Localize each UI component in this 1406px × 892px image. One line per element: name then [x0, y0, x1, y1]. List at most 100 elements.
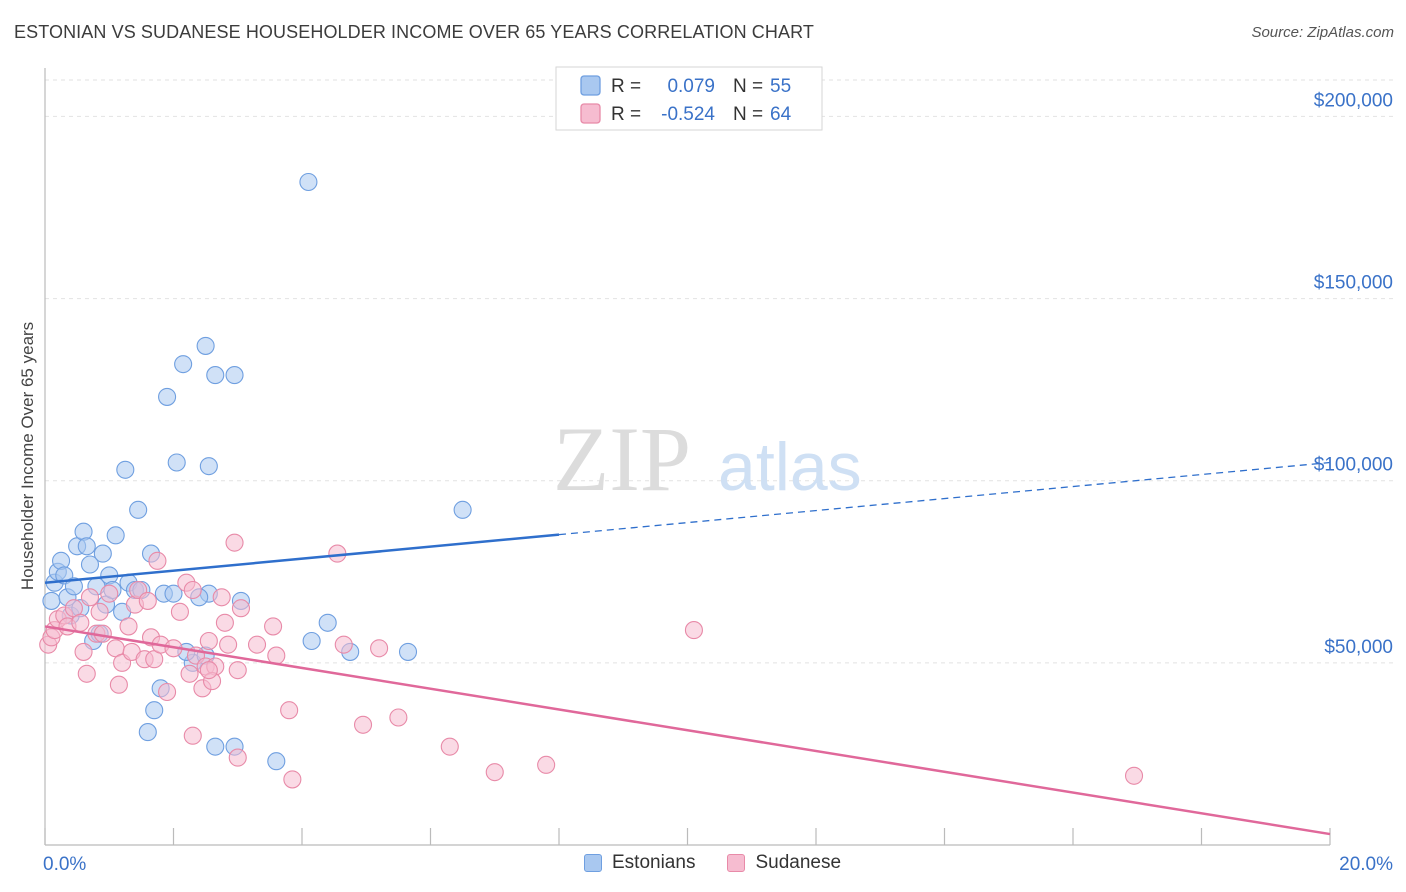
sudanese-point — [370, 639, 389, 658]
y-tick-label: $100,000 — [1314, 455, 1393, 476]
estonians-point — [164, 584, 183, 603]
chart-title: ESTONIAN VS SUDANESE HOUSEHOLDER INCOME … — [14, 22, 814, 42]
sudanese-point — [231, 599, 251, 618]
sudanese-point — [353, 715, 373, 734]
estonians-point — [453, 500, 472, 519]
estonians-point — [174, 355, 193, 374]
grid-lines — [45, 79, 1395, 664]
x-tick-label-max: 20.0% — [1339, 854, 1393, 875]
stats-r-value: -0.524 — [661, 104, 715, 125]
y-tick-label: $150,000 — [1314, 273, 1393, 294]
sudanese-point — [215, 613, 234, 632]
sudanese-point — [158, 682, 177, 702]
sudanese-point — [100, 584, 119, 603]
stats-legend: R = 0.079 N = 55 R = -0.524 N = 64 — [555, 66, 823, 131]
sudanese-point — [109, 675, 128, 694]
estonians-point — [158, 387, 177, 406]
estonians-point — [167, 453, 186, 472]
estonians-point — [42, 591, 61, 610]
stats-r-label: R = — [611, 76, 641, 97]
estonians-point — [64, 577, 83, 596]
sudanese-point — [485, 763, 504, 782]
sudanese-point — [71, 613, 90, 632]
y-axis-label: Householder Income Over 65 years — [18, 322, 37, 590]
estonians-point — [299, 172, 318, 192]
sudanese-point — [389, 708, 408, 727]
watermark-zip: ZIP — [553, 408, 691, 510]
sudanese-point — [119, 617, 138, 636]
sudanese-point — [440, 737, 459, 756]
estonians-point — [77, 537, 96, 556]
sudanese-point — [90, 602, 109, 621]
sudanese-point — [267, 646, 286, 665]
stats-n-label: N = — [733, 104, 763, 125]
sudanese-point — [170, 602, 189, 621]
estonians-point — [267, 752, 286, 771]
estonians-point — [129, 500, 148, 519]
sudanese-point — [199, 631, 218, 651]
estonians-point — [116, 460, 135, 479]
y-tick-labels: $50,000 $100,000 $150,000 $200,000 — [1314, 90, 1393, 657]
estonians-trend-line-projected — [558, 461, 1331, 536]
sudanese-point — [280, 701, 299, 720]
trend-lines — [44, 461, 1331, 836]
sudanese-point — [148, 551, 167, 570]
stats-swatch-sudanese — [580, 103, 601, 124]
stats-n-label: N = — [733, 76, 763, 97]
estonians-point — [106, 526, 125, 545]
estonians-point — [80, 555, 100, 574]
sudanese-point — [80, 588, 100, 607]
sudanese-point — [283, 770, 302, 789]
sudanese-point — [183, 580, 202, 600]
sudanese-point — [138, 591, 157, 610]
estonians-point — [93, 544, 112, 563]
axes — [44, 68, 1331, 846]
y-tick-label: $200,000 — [1314, 90, 1393, 111]
estonians-point — [206, 366, 225, 385]
stats-r-label: R = — [611, 104, 641, 125]
source-label: Source: ZipAtlas.com — [1251, 24, 1394, 41]
estonians-point — [225, 366, 244, 385]
sudanese-point — [180, 664, 199, 683]
watermark: ZIP atlas — [553, 408, 862, 510]
sudanese-point — [219, 635, 238, 654]
sudanese-point — [228, 748, 247, 767]
sudanese-point — [264, 617, 283, 636]
legend-label-estonians: Estonians — [612, 852, 696, 873]
sudanese-point — [225, 533, 244, 552]
sudanese-point — [183, 726, 202, 745]
sudanese-point — [334, 635, 353, 654]
estonians-point — [206, 737, 225, 756]
legend-label-sudanese: Sudanese — [755, 852, 842, 873]
estonians-point — [398, 642, 418, 661]
sudanese-trend-line — [44, 625, 1331, 836]
y-tick-label: $50,000 — [1324, 637, 1393, 658]
stats-r-value: 0.079 — [667, 76, 715, 97]
stats-n-value: 64 — [770, 104, 792, 125]
estonians-point — [318, 613, 337, 632]
estonians-point — [138, 723, 157, 742]
watermark-atlas: atlas — [718, 429, 862, 505]
series-legend: Estonians Sudanese — [584, 852, 873, 874]
legend-item-estonians[interactable]: Estonians — [584, 852, 695, 874]
estonians-point — [145, 701, 164, 720]
sudanese-point — [1124, 766, 1144, 785]
sudanese-point — [228, 661, 247, 680]
legend-item-sudanese[interactable]: Sudanese — [727, 852, 841, 874]
y-axis-title: Householder Income Over 65 years — [18, 322, 37, 590]
sudanese-point — [247, 635, 267, 654]
sudanese-swatch — [727, 854, 746, 872]
stats-swatch-estonians — [580, 75, 601, 96]
estonians-point — [199, 457, 218, 476]
estonians-trend-line — [44, 533, 560, 584]
sudanese-point — [537, 755, 556, 774]
estonians-point — [302, 631, 321, 651]
estonians-swatch — [584, 854, 602, 872]
stats-n-value: 55 — [770, 76, 791, 97]
sudanese-point — [212, 588, 231, 607]
sudanese-point — [77, 664, 96, 683]
sudanese-point — [199, 661, 218, 680]
sudanese-point — [684, 621, 703, 640]
x-tick-label-min: 0.0% — [43, 854, 86, 875]
